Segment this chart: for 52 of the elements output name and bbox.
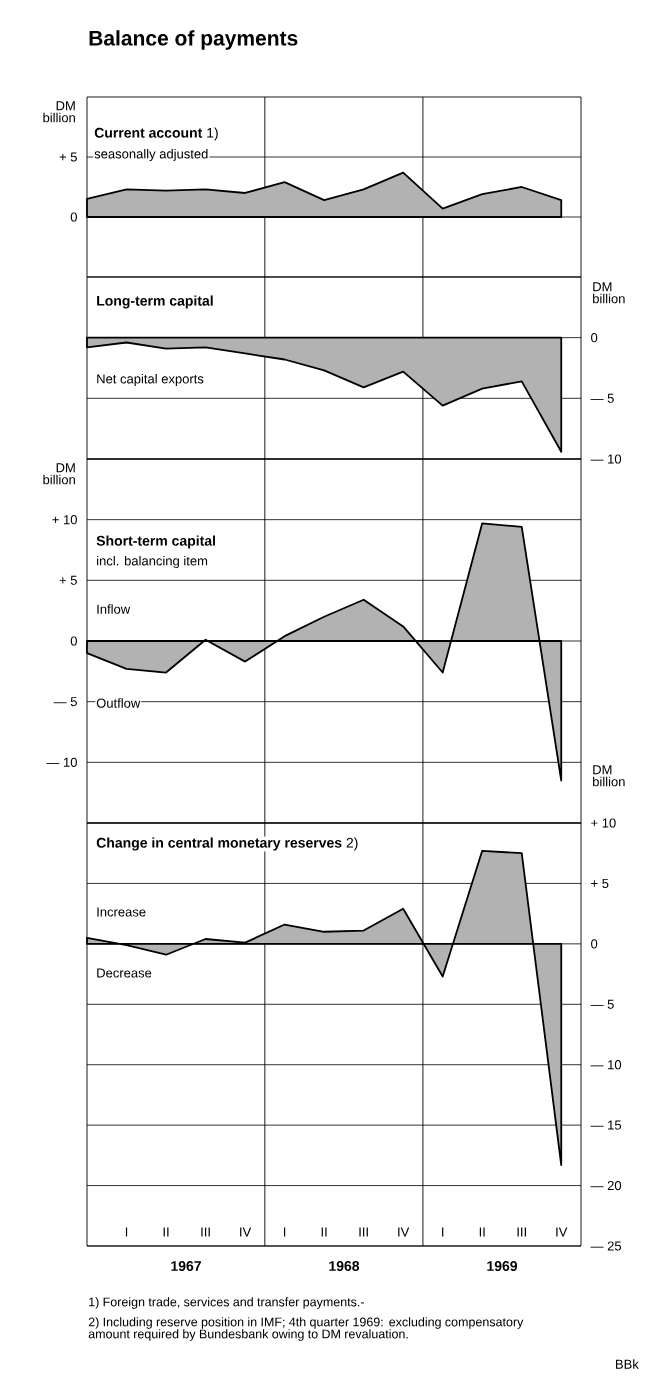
y-tick-label: — 25 <box>590 1241 622 1251</box>
x-tick-label: II <box>163 1227 169 1237</box>
y-tick-label: — 10 <box>46 757 77 767</box>
annotation: Decrease <box>97 968 152 978</box>
y-tick-label: — 10 <box>590 454 622 464</box>
y-tick-label: — 15 <box>590 1120 622 1130</box>
y-tick-label: + 10 <box>591 818 616 828</box>
annotation: seasonally adjusted <box>94 148 208 162</box>
y-axis-title: DM billion <box>43 101 75 123</box>
y-tick-label: — 5 <box>53 697 77 707</box>
y-tick-label: + 5 <box>59 152 77 162</box>
text: Current account 1) <box>94 127 218 141</box>
x-tick-label: III <box>201 1227 210 1237</box>
x-tick-label: I <box>442 1227 444 1237</box>
x-tick-label: II <box>321 1227 327 1237</box>
annotation: Outflow <box>96 698 141 708</box>
annotation: Net capital exports <box>97 373 204 387</box>
text: 1969 <box>487 1261 518 1271</box>
x-tick-label: III <box>517 1227 526 1237</box>
x-tick-label: I <box>284 1227 286 1237</box>
text: 2) Including reserve position in IMF; 4th quarter 1969: excluding compensatory amount required by Bundesbank owing to DM revaluation. <box>88 1317 524 1341</box>
y-tick-label: + 5 <box>59 575 77 585</box>
annotation: Inflow <box>97 604 131 614</box>
y-tick-label: + 5 <box>591 878 609 888</box>
x-tick-label: IV <box>240 1227 252 1237</box>
y-tick-label: + 10 <box>52 515 77 525</box>
text: incl. balancing item <box>97 555 208 569</box>
y-axis-title: DM billion <box>593 282 625 304</box>
text: Change in central monetary reserves 2) <box>96 837 358 851</box>
y-axis-title: DM billion <box>593 765 625 787</box>
y-tick-label: 0 <box>591 939 598 949</box>
text: Short-term capital <box>96 535 215 549</box>
y-axis-title: DM billion <box>43 463 75 485</box>
text: Long-term capital <box>97 295 213 309</box>
text: BBk <box>616 1359 639 1369</box>
text: 1967 <box>171 1261 201 1271</box>
y-tick-label: — 5 <box>590 393 614 403</box>
x-tick-label: IV <box>398 1227 410 1237</box>
annotation: Increase <box>97 907 146 917</box>
x-tick-label: I <box>125 1227 128 1237</box>
text: 1) Foreign trade, services and transfer payments.- <box>89 1297 364 1309</box>
chart-title: Balance of payments <box>89 30 298 50</box>
y-tick-label: — 5 <box>590 999 614 1009</box>
y-tick-label: — 10 <box>590 1060 622 1070</box>
x-tick-label: IV <box>556 1227 568 1237</box>
y-tick-label: 0 <box>591 333 598 343</box>
y-tick-label: — 20 <box>590 1180 622 1191</box>
x-tick-label: III <box>359 1227 368 1237</box>
y-tick-label: 0 <box>70 212 77 222</box>
x-tick-label: II <box>479 1227 485 1237</box>
y-tick-label: 0 <box>70 636 77 646</box>
text: 1968 <box>329 1261 360 1271</box>
